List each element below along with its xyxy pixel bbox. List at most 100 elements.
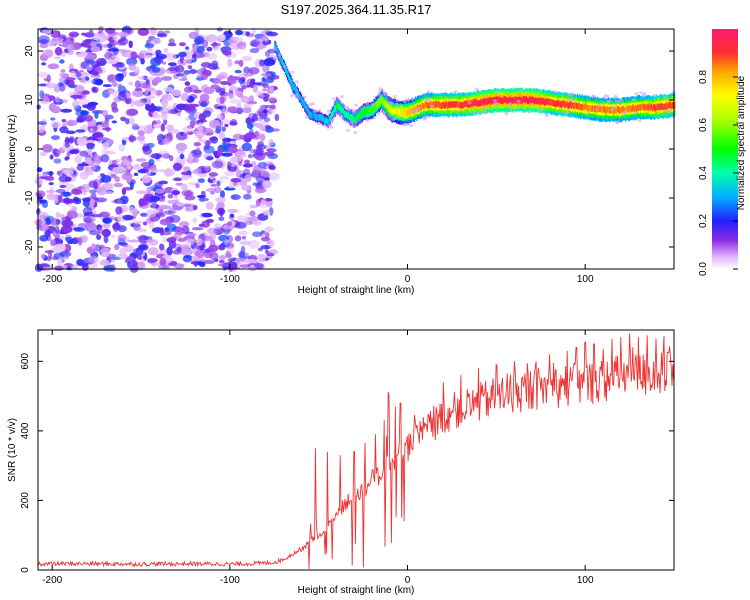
noise-blob (197, 173, 208, 178)
ridge-cell (375, 102, 377, 109)
noise-blob (329, 126, 334, 129)
ridge-cell (343, 110, 345, 117)
ridge-cell (304, 101, 306, 108)
noise-blob (117, 253, 126, 259)
noise-blob (225, 33, 231, 40)
ridge-cell (315, 114, 318, 121)
ridge-cell (440, 102, 442, 109)
noise-blob (252, 113, 259, 122)
ridge-cell (287, 70, 289, 77)
noise-blob (507, 102, 512, 106)
noise-blob (210, 183, 217, 187)
noise-blob (246, 122, 254, 130)
ridge-cell (286, 68, 288, 75)
ridge-cell (442, 101, 444, 108)
ridge-cell (334, 105, 336, 113)
noise-blob (209, 136, 218, 142)
noise-blob (198, 113, 206, 122)
ridge-cell (528, 97, 530, 105)
noise-blob (247, 153, 253, 159)
noise-blob (251, 161, 257, 166)
noise-blob (354, 103, 359, 107)
noise-blob (178, 51, 187, 58)
noise-blob (242, 55, 253, 62)
noise-blob (76, 262, 89, 267)
noise-blob (152, 38, 163, 45)
noise-blob (143, 54, 153, 59)
ridge-cell (619, 106, 621, 114)
ridge-cell (359, 112, 361, 119)
noise-blob (259, 59, 265, 67)
noise-blob (73, 227, 82, 231)
noise-blob (229, 99, 242, 104)
noise-blob (430, 104, 435, 108)
noise-blob (138, 83, 151, 89)
noise-blob (136, 190, 148, 195)
ridge-cell (423, 103, 425, 110)
noise-blob (96, 234, 102, 240)
ridge-cell (444, 101, 447, 109)
ridge-cell (310, 112, 312, 119)
noise-blob (257, 247, 264, 252)
noise-blob (201, 190, 206, 195)
noise-blob (37, 121, 47, 125)
ridge-cell (420, 104, 422, 112)
ridge-cell (572, 102, 574, 110)
ridge-cell (621, 106, 624, 113)
noise-blob (134, 80, 141, 89)
noise-blob (41, 62, 46, 66)
noise-blob (653, 94, 657, 97)
ridge-cell (403, 109, 405, 117)
ridge-cell (508, 97, 511, 104)
ridge-cell (326, 118, 328, 125)
noise-blob (61, 119, 67, 123)
ridge-cell (499, 96, 501, 103)
ridge-cell (497, 96, 499, 103)
noise-blob (196, 73, 209, 79)
ridge-cell (464, 100, 466, 108)
ridge-cell (674, 102, 676, 109)
noise-blob (96, 136, 109, 141)
ridge-cell (556, 100, 558, 107)
noise-blob (403, 123, 408, 127)
noise-blob (195, 147, 201, 155)
ridge-cell (609, 106, 611, 113)
noise-blob (351, 108, 356, 112)
noise-blob (182, 174, 189, 181)
ridge-cell (544, 99, 546, 106)
ridge-cell (656, 103, 659, 110)
ridge-cell (406, 109, 408, 117)
noise-blob (216, 180, 221, 187)
ridge-cell (306, 105, 308, 112)
noise-blob (261, 77, 266, 82)
ridge-cell (647, 105, 649, 112)
ridge-cell (404, 109, 406, 117)
ridge-cell (313, 111, 315, 119)
ridge-cell (500, 97, 502, 105)
noise-blob (132, 89, 144, 98)
ridge-cell (506, 97, 508, 105)
ridge-cell (648, 103, 650, 110)
noise-blob (185, 232, 197, 237)
noise-blob (213, 223, 222, 230)
ridge-cell (458, 101, 460, 109)
noise-blob (211, 78, 222, 84)
noise-blob (75, 72, 82, 78)
noise-blob (243, 104, 250, 109)
ridge-cell (305, 103, 307, 110)
noise-blob (252, 231, 263, 237)
noise-blob (241, 142, 253, 152)
ridge-cell (390, 106, 392, 114)
ridge-cell (299, 95, 302, 103)
noise-blob (633, 111, 638, 115)
ridge-cell (409, 108, 411, 116)
noise-blob (167, 109, 180, 115)
colorbar-label: Normalized spectral amplitude (736, 75, 747, 210)
noise-blob (238, 230, 248, 236)
ridge-cell (481, 99, 483, 106)
noise-blob (236, 101, 242, 110)
noise-blob (255, 175, 266, 183)
noise-blob (249, 33, 255, 37)
noise-blob (161, 98, 169, 108)
noise-blob (85, 76, 90, 81)
